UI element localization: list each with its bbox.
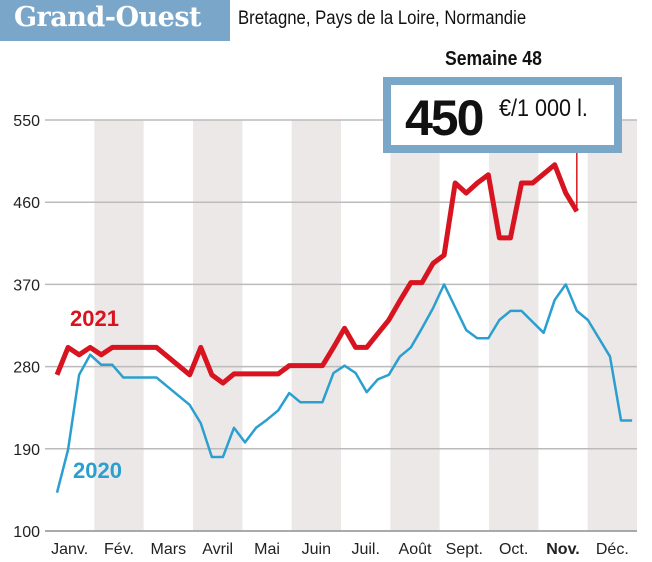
series-2020-line	[55, 283, 633, 493]
x-tick-label: Oct.	[499, 541, 528, 558]
y-tick-label: 370	[13, 277, 40, 294]
y-tick-label: 280	[13, 360, 40, 377]
x-tick-label: Nov.	[546, 541, 579, 558]
x-tick-label: Sept.	[446, 541, 483, 558]
y-tick-label: 100	[13, 524, 40, 541]
x-tick-label: Janv.	[51, 541, 88, 558]
x-tick-label: Mars	[151, 541, 187, 558]
series-2021-label: 2021	[70, 306, 119, 331]
chart-title: Grand-Ouest	[14, 2, 202, 33]
month-band	[94, 120, 144, 531]
month-band	[193, 120, 243, 531]
x-tick-label: Avril	[202, 541, 233, 558]
y-tick-label: 550	[13, 113, 40, 130]
current-value-box: 450 €/1 000 l.	[383, 77, 622, 153]
x-tick-label: Mai	[254, 541, 280, 558]
month-band	[390, 120, 440, 531]
x-tick-label: Fév.	[104, 541, 134, 558]
title-banner: Grand-Ouest	[0, 0, 230, 41]
y-tick-label: 460	[13, 195, 40, 212]
series-2021-line	[54, 162, 579, 386]
current-value: 450	[405, 90, 484, 146]
series-2020-label: 2020	[73, 458, 122, 483]
x-tick-label: Juin	[302, 541, 331, 558]
chart-subtitle: Bretagne, Pays de la Loire, Normandie	[238, 8, 527, 29]
x-tick-label: Juil.	[351, 541, 379, 558]
x-tick-label: Déc.	[596, 541, 629, 558]
month-band	[587, 120, 637, 531]
x-tick-label: Août	[399, 541, 432, 558]
month-band	[291, 120, 341, 531]
y-tick-label: 190	[13, 442, 40, 459]
week-label: Semaine 48	[445, 48, 542, 70]
current-unit: €/1 000 l.	[499, 95, 588, 122]
